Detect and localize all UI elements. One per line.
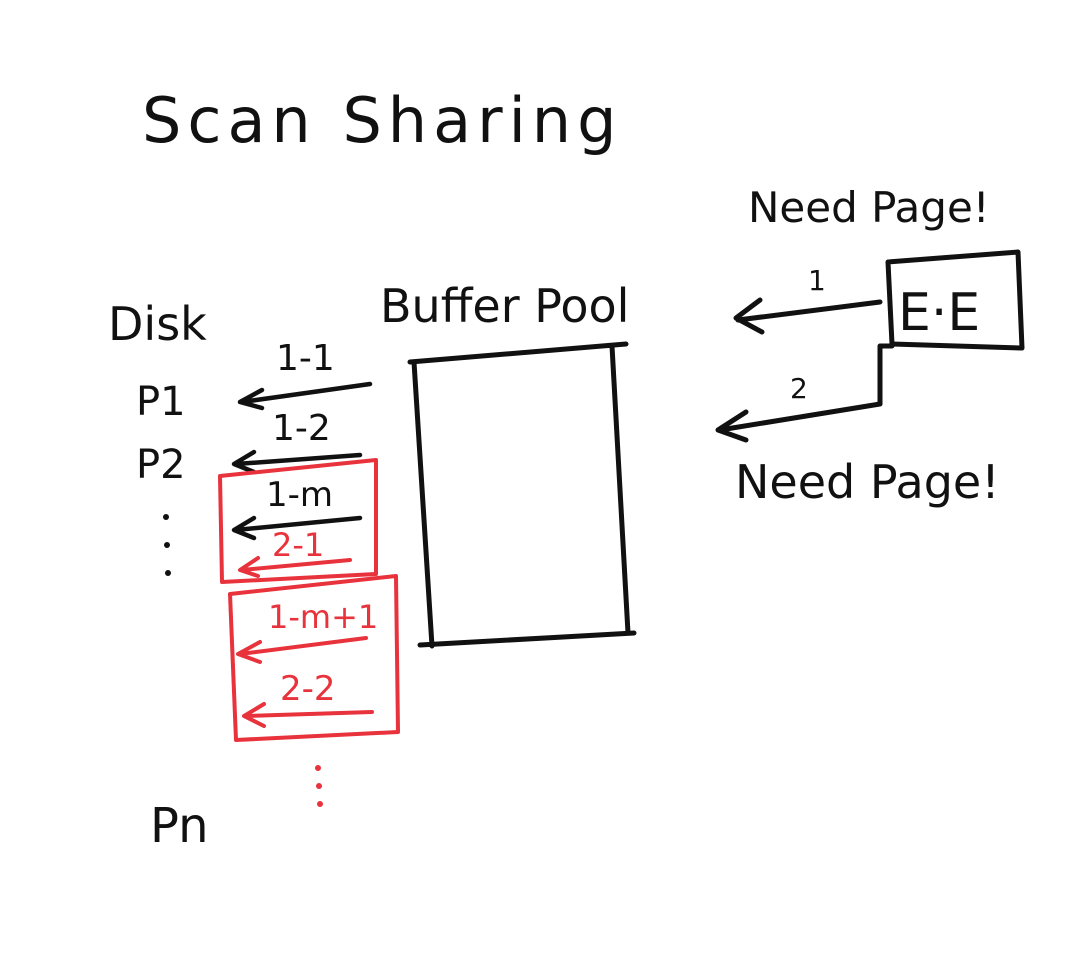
- need-page-top: Need Page!: [748, 183, 990, 232]
- request-label-2-1: 2-1: [272, 526, 324, 564]
- buffer-pool-box: [407, 341, 637, 649]
- disk-pages-ellipsis: [163, 514, 171, 576]
- shared-scan-box-2: [228, 574, 400, 742]
- request-arrow-1-label: 1: [808, 264, 826, 297]
- request-label-1-1: 1-1: [276, 338, 335, 379]
- request-arrow-1-1: [237, 381, 373, 411]
- request-label-1-m-plus-1: 1-m+1: [268, 598, 378, 636]
- shared-scan-box-1: [218, 458, 378, 584]
- diagram-title: Scan Sharing: [142, 84, 622, 157]
- need-page-bottom: Need Page!: [735, 455, 1000, 509]
- request-arrow-2-label: 2: [790, 372, 808, 405]
- request-arrow-1-m: [231, 515, 363, 541]
- shared-scan-ellipsis: [315, 765, 323, 807]
- disk-page-p2: P2: [136, 442, 186, 488]
- disk-page-pn: Pn: [150, 798, 209, 854]
- request-arrow-2: [715, 343, 895, 443]
- request-arrow-1: [733, 297, 883, 335]
- disk-label: Disk: [108, 297, 207, 351]
- request-label-2-2: 2-2: [280, 669, 336, 709]
- request-label-1-2: 1-2: [272, 408, 331, 449]
- request-arrow-1-m-plus-1: [236, 636, 368, 664]
- request-arrow-1-2: [231, 449, 363, 475]
- request-label-1-m: 1-m: [266, 475, 333, 515]
- request-arrow-2-2: [242, 702, 374, 728]
- disk-page-p1: P1: [136, 379, 186, 425]
- request-arrow-2-1: [238, 556, 352, 578]
- executor-label: E·E: [898, 283, 980, 343]
- executor-box: [885, 249, 1025, 351]
- buffer-pool-label: Buffer Pool: [380, 279, 629, 333]
